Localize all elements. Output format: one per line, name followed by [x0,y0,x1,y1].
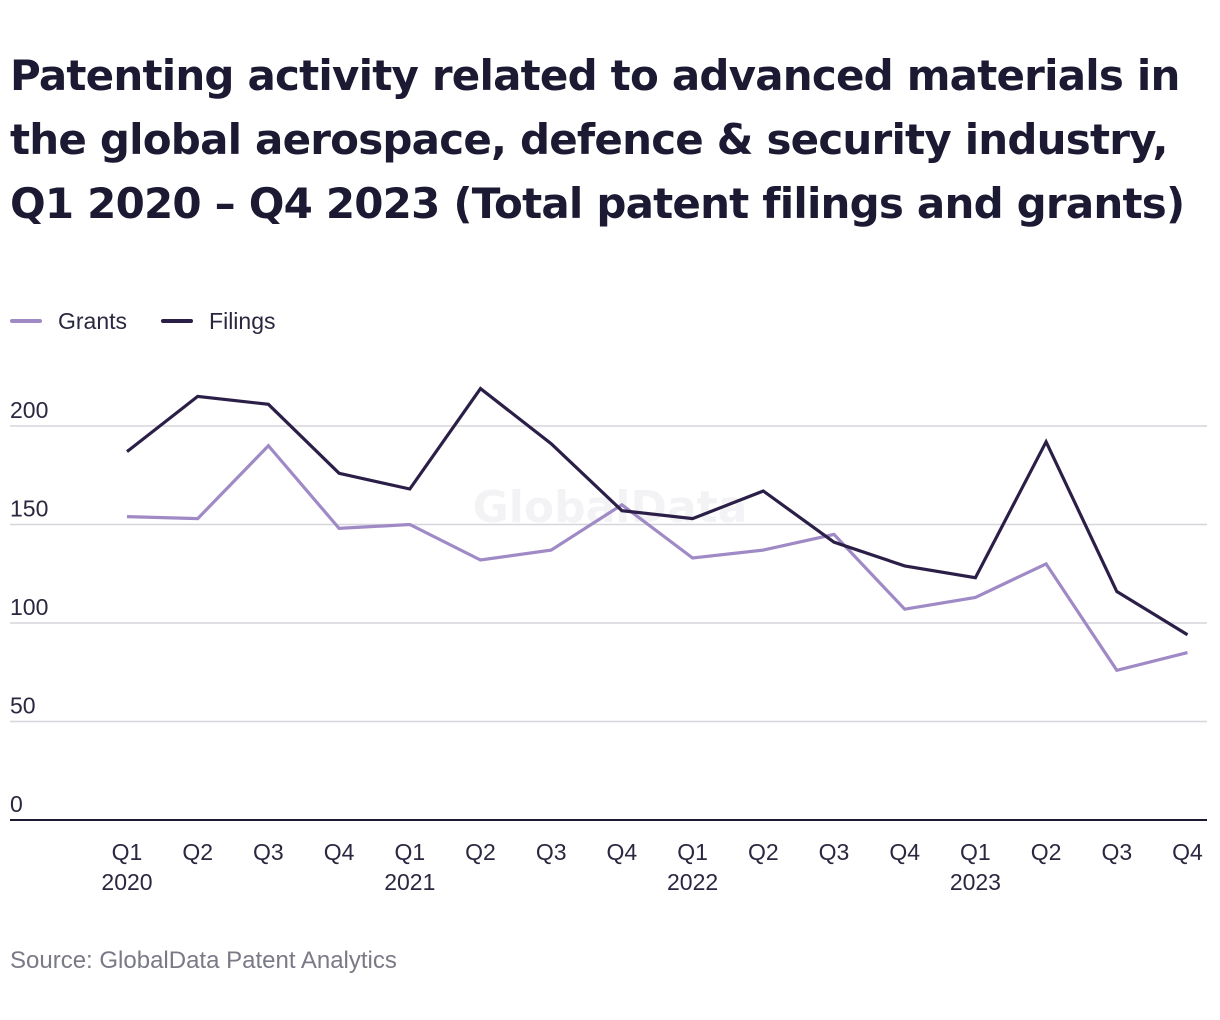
source-note: Source: GlobalData Patent Analytics [10,947,397,974]
chart-title: Patenting activity related to advanced m… [10,51,1185,228]
x-tick-label-q4-11: Q4 [889,839,920,865]
y-tick-label-150: 150 [10,496,48,522]
x-tick-label-q2-13: Q2 [1031,839,1062,865]
x-tick-label-q2-9: Q2 [748,839,779,865]
x-tick-label-q4-15: Q4 [1172,839,1203,865]
legend-swatch-filings [161,319,194,323]
x-tick-label-q1-12: Q1 [960,839,991,865]
legend-item-grants[interactable]: Grants [10,308,127,335]
x-tick-label-q4-3: Q4 [324,839,355,865]
y-tick-label-50: 50 [10,693,36,719]
x-tick-label-q2-1: Q2 [182,839,213,865]
x-tick-label-q3-10: Q3 [819,839,850,865]
x-tick-label-q1-4: Q1 [394,839,425,865]
grid-lines [10,425,1207,723]
x-tick-label-q3-6: Q3 [536,839,567,865]
x-tick-year-2022: 2022 [667,869,718,895]
x-tick-year-2020: 2020 [101,869,152,895]
legend-swatch-grants [10,319,42,323]
y-axis-labels: 0 50 100 150 200 [10,397,48,817]
chart-legend: Grants Filings [10,306,310,336]
series-line-grants [126,443,1188,673]
x-axis-labels: Q1 2020 Q2 Q3 Q4 Q1 2021 Q2 Q3 Q4 Q1 2022 Q2 Q3 Q4 Q1 20… [101,839,1203,895]
x-tick-label-q3-14: Q3 [1101,839,1132,865]
line-chart: GlobalData 0 50 100 150 200 Q1 2020 Q2 Q3 Q4 Q1 20… [10,386,1207,895]
legend-item-filings[interactable]: Filings [161,307,276,335]
series-lines [126,386,1189,673]
x-tick-label-q4-7: Q4 [607,839,638,865]
series-line-filings [126,386,1189,637]
x-tick-label-q1-8: Q1 [677,839,708,865]
watermark: GlobalData [473,482,748,533]
legend-label-grants: Grants [58,307,128,334]
y-tick-label-100: 100 [10,594,48,620]
x-tick-year-2023: 2023 [950,869,1001,895]
y-tick-label-200: 200 [10,397,48,423]
y-tick-label-0: 0 [10,791,23,817]
x-tick-label-q2-5: Q2 [465,839,496,865]
x-tick-label-q1-0: Q1 [112,839,143,865]
x-tick-year-2021: 2021 [384,869,435,895]
legend-label-filings: Filings [209,307,276,334]
x-tick-label-q3-2: Q3 [253,839,284,865]
